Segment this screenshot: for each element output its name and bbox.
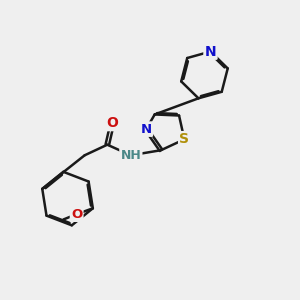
Text: NH: NH (121, 149, 141, 162)
Text: O: O (106, 116, 118, 130)
Text: S: S (179, 132, 189, 146)
Text: O: O (71, 208, 82, 221)
Text: N: N (141, 123, 152, 136)
Text: N: N (205, 44, 216, 58)
